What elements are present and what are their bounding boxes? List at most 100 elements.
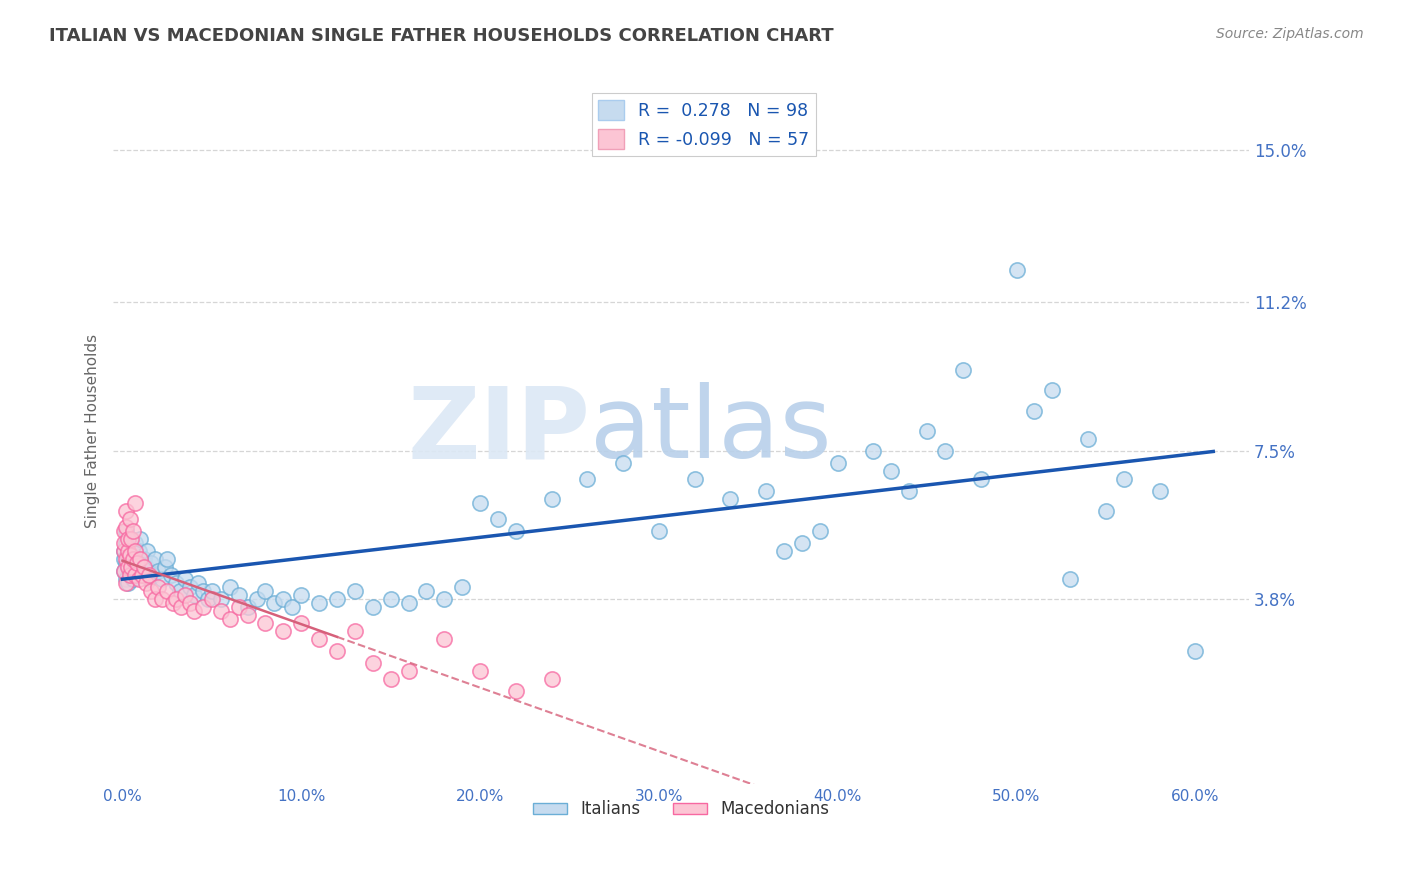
Point [451,580,474,594]
Point [132,560,155,574]
Point [179,596,201,610]
Point [128,560,150,574]
Point [143,552,166,566]
Point [124,536,146,550]
Point [139,556,162,570]
Point [120,560,142,574]
Point [115,536,138,550]
Point [165,576,187,591]
Point [131,568,153,582]
Text: ZIP: ZIP [408,382,591,479]
Point [1059,572,1081,586]
Point [129,532,152,546]
Point [120,532,142,546]
Point [117,560,139,574]
Point [433,592,456,607]
Point [218,580,240,594]
Point [236,600,259,615]
Point [1040,384,1063,398]
Point [827,456,849,470]
Point [122,552,145,566]
Point [755,483,778,498]
Point [117,532,139,546]
Y-axis label: Single Father Households: Single Father Households [86,334,100,528]
Point [970,472,993,486]
Point [952,363,974,377]
Point [136,544,159,558]
Point [773,544,796,558]
Point [124,568,146,582]
Point [898,483,921,498]
Point [118,548,141,562]
Point [143,592,166,607]
Point [122,524,145,538]
Point [1184,644,1206,658]
Point [117,560,139,574]
Point [191,600,214,615]
Point [380,592,402,607]
Point [361,600,384,615]
Point [380,673,402,687]
Point [138,568,160,582]
Point [139,584,162,599]
Text: ITALIAN VS MACEDONIAN SINGLE FATHER HOUSEHOLDS CORRELATION CHART: ITALIAN VS MACEDONIAN SINGLE FATHER HOUS… [49,27,834,45]
Point [209,604,232,618]
Point [290,588,312,602]
Point [209,592,232,607]
Point [112,536,135,550]
Point [162,596,184,610]
Point [124,496,146,510]
Point [156,584,179,599]
Point [150,572,173,586]
Point [540,491,562,506]
Point [129,556,152,570]
Point [112,564,135,578]
Point [433,632,456,647]
Point [118,568,141,582]
Point [468,665,491,679]
Point [169,584,191,599]
Point [135,576,157,591]
Point [254,584,277,599]
Point [131,568,153,582]
Point [150,592,173,607]
Point [115,576,138,591]
Point [254,616,277,631]
Point [398,665,420,679]
Point [115,524,138,538]
Point [115,572,138,586]
Point [159,568,181,582]
Point [576,472,599,486]
Point [115,520,138,534]
Point [361,657,384,671]
Point [880,464,903,478]
Point [112,552,135,566]
Point [273,624,295,639]
Point [183,588,205,602]
Point [117,544,139,558]
Text: Source: ZipAtlas.com: Source: ZipAtlas.com [1216,27,1364,41]
Point [128,544,150,558]
Point [112,564,135,578]
Point [118,568,141,582]
Point [1005,263,1028,277]
Point [263,596,285,610]
Point [486,512,509,526]
Point [129,552,152,566]
Point [122,556,145,570]
Point [308,596,330,610]
Point [142,568,165,582]
Point [124,544,146,558]
Point [398,596,420,610]
Point [1024,403,1046,417]
Point [138,572,160,586]
Point [790,536,813,550]
Point [308,632,330,647]
Point [915,424,938,438]
Point [862,443,884,458]
Point [343,624,366,639]
Point [128,572,150,586]
Point [118,512,141,526]
Point [326,592,349,607]
Point [118,532,141,546]
